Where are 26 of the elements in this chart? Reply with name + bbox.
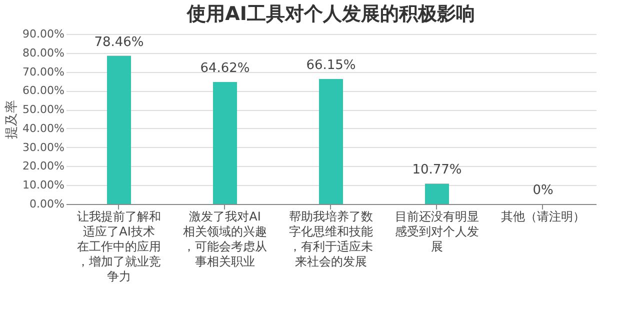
y-tick-label: 60.00%	[22, 84, 64, 98]
x-tick-label: 激发了我对AI相关领域的兴趣，可能会考虑从事相关职业	[183, 210, 267, 268]
y-axis-title: 提及率	[4, 100, 20, 139]
data-label: 64.62%	[200, 60, 250, 76]
y-tick-label: 80.00%	[22, 46, 64, 60]
bar	[213, 82, 237, 204]
data-label: 66.15%	[306, 58, 356, 74]
y-tick-label: 50.00%	[22, 103, 64, 116]
x-tick-label: 帮助我培养了数字化思维和技能，有利于适应未来社会的发展	[289, 210, 373, 268]
data-label: 10.77%	[412, 162, 462, 178]
y-tick-label: 40.00%	[22, 122, 64, 135]
data-label: 0%	[532, 183, 554, 198]
y-tick-label: 20.00%	[22, 160, 64, 173]
x-tick-label: 其他（请注明）	[501, 210, 585, 224]
bar	[425, 184, 449, 204]
data-label: 78.46%	[94, 34, 144, 50]
chart-title: 使用AI工具对个人发展的积极影响	[186, 3, 475, 25]
x-tick-label: 目前还没有明显感受到对个人发展	[395, 210, 479, 254]
y-tick-label: 10.00%	[22, 178, 64, 192]
y-tick-label: 70.00%	[22, 65, 64, 78]
y-tick-label: 90.00%	[22, 28, 64, 40]
y-tick-label: 30.00%	[22, 140, 64, 154]
bar	[319, 79, 343, 204]
bar	[107, 56, 131, 204]
x-tick-label: 让我提前了解和适应了AI技术在工作中的应用，增加了就业竞争力	[77, 210, 161, 284]
y-tick-label: 0.00%	[30, 198, 64, 210]
